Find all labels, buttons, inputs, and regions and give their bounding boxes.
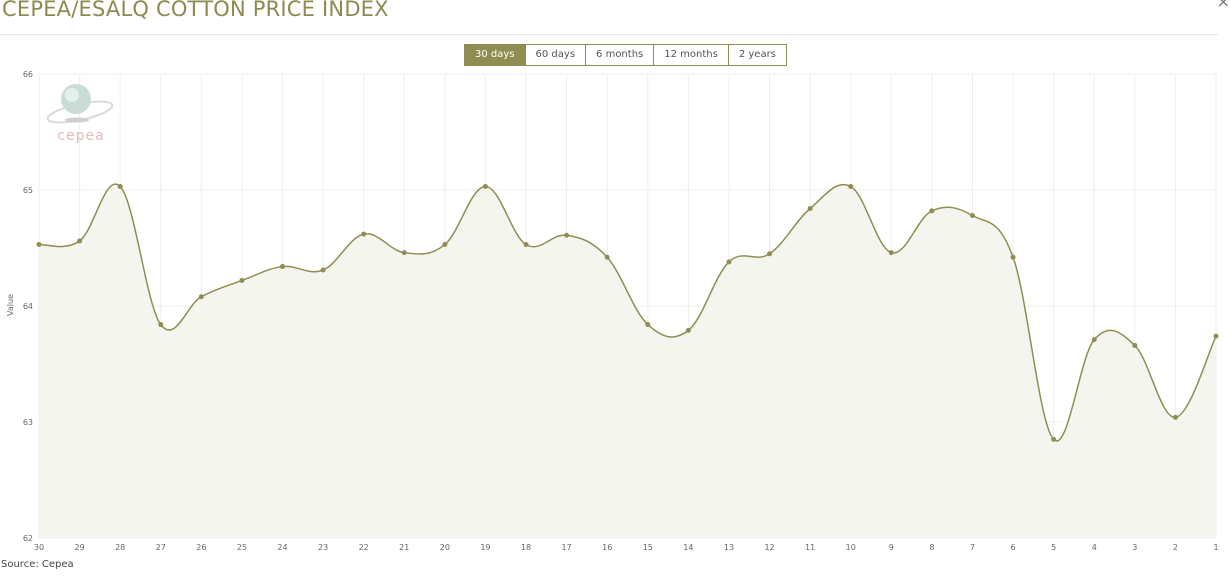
data-point[interactable] bbox=[523, 242, 529, 248]
x-tick-label: 10 bbox=[846, 543, 856, 552]
x-tick-label: 16 bbox=[602, 543, 612, 552]
range-12-months-button[interactable]: 12 months bbox=[653, 45, 728, 65]
data-point[interactable] bbox=[117, 184, 123, 190]
x-tick-label: 24 bbox=[277, 543, 287, 552]
x-tick-label: 25 bbox=[237, 543, 247, 552]
x-tick-label: 4 bbox=[1092, 543, 1097, 552]
data-point[interactable] bbox=[685, 327, 691, 333]
x-tick-label: 18 bbox=[521, 543, 531, 552]
data-point[interactable] bbox=[767, 251, 773, 257]
x-tick-label: 15 bbox=[643, 543, 653, 552]
x-tick-label: 30 bbox=[34, 543, 44, 552]
x-tick-label: 27 bbox=[156, 543, 166, 552]
data-point[interactable] bbox=[442, 242, 448, 248]
data-point[interactable] bbox=[969, 213, 975, 219]
x-tick-label: 26 bbox=[196, 543, 206, 552]
y-axis-label: Value bbox=[6, 294, 15, 316]
range-selector: 30 days 60 days 6 months 12 months 2 yea… bbox=[464, 44, 787, 66]
data-point[interactable] bbox=[482, 184, 488, 190]
x-tick-label: 3 bbox=[1132, 543, 1137, 552]
y-tick-label: 66 bbox=[23, 70, 33, 79]
range-2-years-button[interactable]: 2 years bbox=[727, 45, 786, 65]
x-tick-label: 5 bbox=[1051, 543, 1056, 552]
data-point[interactable] bbox=[888, 250, 894, 256]
x-tick-label: 22 bbox=[359, 543, 369, 552]
source-note: Source: Cepea bbox=[1, 559, 74, 570]
data-point[interactable] bbox=[1051, 436, 1057, 442]
data-point[interactable] bbox=[1132, 342, 1138, 348]
x-tick-label: 9 bbox=[889, 543, 894, 552]
logo-text: cepea bbox=[57, 128, 104, 144]
y-tick-label: 62 bbox=[23, 534, 33, 543]
data-point[interactable] bbox=[239, 277, 245, 283]
x-tick-label: 21 bbox=[399, 543, 409, 552]
series-line bbox=[38, 183, 1217, 442]
data-point[interactable] bbox=[401, 250, 407, 256]
divider bbox=[0, 34, 1218, 35]
data-point[interactable] bbox=[1172, 414, 1178, 420]
area-fill bbox=[39, 184, 1216, 538]
x-tick-label: 7 bbox=[970, 543, 975, 552]
x-tick-label: 12 bbox=[764, 543, 774, 552]
data-point[interactable] bbox=[320, 267, 326, 273]
x-tick-label: 23 bbox=[318, 543, 328, 552]
x-tick-label: 11 bbox=[805, 543, 815, 552]
data-point[interactable] bbox=[198, 294, 204, 300]
x-tick-label: 19 bbox=[480, 543, 490, 552]
x-tick-label: 1 bbox=[1213, 543, 1218, 552]
x-tick-label: 2 bbox=[1173, 543, 1178, 552]
data-point[interactable] bbox=[929, 208, 935, 214]
data-point[interactable] bbox=[726, 259, 732, 265]
x-tick-label: 13 bbox=[724, 543, 734, 552]
data-point[interactable] bbox=[361, 231, 367, 237]
x-tick-label: 29 bbox=[74, 543, 84, 552]
data-point[interactable] bbox=[645, 322, 651, 328]
range-6-months-button[interactable]: 6 months bbox=[585, 45, 654, 65]
range-60-days-button[interactable]: 60 days bbox=[524, 45, 586, 65]
page-title: CEPEA/ESALQ COTTON PRICE INDEX bbox=[2, 0, 389, 21]
cepea-logo: cepea bbox=[46, 84, 114, 144]
data-point[interactable] bbox=[1213, 333, 1219, 339]
y-tick-label: 64 bbox=[23, 302, 33, 311]
data-point[interactable] bbox=[280, 264, 286, 270]
data-point[interactable] bbox=[848, 184, 854, 190]
x-tick-label: 20 bbox=[440, 543, 450, 552]
x-tick-label: 14 bbox=[683, 543, 693, 552]
data-point[interactable] bbox=[158, 322, 164, 328]
data-point[interactable] bbox=[564, 232, 570, 238]
y-tick-label: 63 bbox=[23, 418, 33, 427]
x-tick-label: 6 bbox=[1011, 543, 1016, 552]
data-point[interactable] bbox=[604, 254, 610, 260]
x-tick-label: 28 bbox=[115, 543, 125, 552]
x-tick-label: 17 bbox=[562, 543, 572, 552]
data-point[interactable] bbox=[1091, 337, 1097, 343]
range-30-days-button[interactable]: 30 days bbox=[465, 45, 525, 65]
y-tick-label: 65 bbox=[23, 186, 33, 195]
x-tick-label: 8 bbox=[929, 543, 934, 552]
data-point[interactable] bbox=[77, 238, 83, 244]
close-icon[interactable]: × bbox=[1216, 0, 1230, 11]
data-point[interactable] bbox=[807, 206, 813, 212]
data-point[interactable] bbox=[36, 242, 42, 248]
data-point[interactable] bbox=[1010, 254, 1016, 260]
